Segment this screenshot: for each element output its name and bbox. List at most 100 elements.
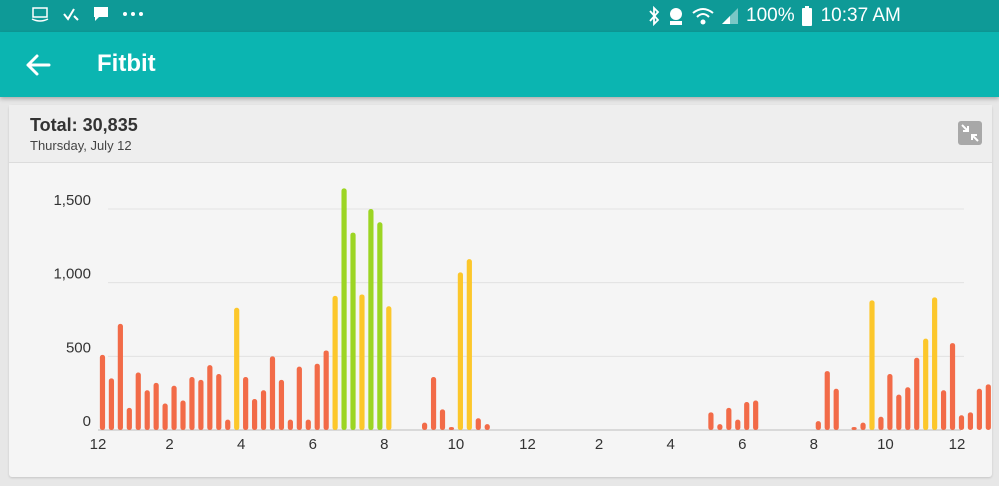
step-bar <box>198 379 204 430</box>
wifi-icon <box>692 8 714 25</box>
step-bar <box>332 295 338 430</box>
step-bar <box>189 376 195 430</box>
message-icon <box>94 7 108 21</box>
status-system-icons: 100% 10:37 AM <box>648 5 901 27</box>
step-bar <box>117 323 123 430</box>
step-bar <box>475 418 481 430</box>
x-tick-label: 12 <box>519 436 536 453</box>
step-bar <box>985 384 991 430</box>
step-bar <box>466 259 472 430</box>
step-bar <box>314 363 320 430</box>
chart-date: Thursday, July 12 <box>30 138 132 153</box>
x-tick-label: 10 <box>448 436 465 453</box>
step-bar <box>323 350 329 430</box>
step-bar <box>368 209 374 430</box>
amazon-icon <box>31 7 49 22</box>
step-bar <box>726 407 732 430</box>
signal-icon <box>722 8 738 24</box>
step-bar <box>350 232 356 430</box>
step-bar <box>735 419 741 430</box>
step-bar <box>126 407 132 430</box>
step-bar <box>439 409 446 430</box>
battery-percent: 100% <box>746 5 795 26</box>
app-title: Fitbit <box>97 50 156 77</box>
step-bar <box>171 385 177 430</box>
step-bar <box>815 421 821 430</box>
step-bar <box>225 419 231 430</box>
step-bar <box>448 427 455 430</box>
x-tick-label: 4 <box>237 436 245 453</box>
collapse-icon <box>961 124 979 142</box>
total-steps: Total: 30,835 <box>30 115 138 135</box>
alarm-icon <box>670 8 682 25</box>
step-bar <box>833 388 839 430</box>
step-bar <box>851 427 857 430</box>
arrow-back-icon <box>26 54 51 76</box>
bluetooth-icon <box>649 6 660 26</box>
x-tick-label: 12 <box>949 436 966 453</box>
y-tick-label: 500 <box>66 339 91 356</box>
step-bar <box>144 390 150 430</box>
x-tick-label: 2 <box>165 436 173 453</box>
battery-icon <box>801 6 812 26</box>
step-bar <box>860 422 866 430</box>
step-bar <box>708 412 714 430</box>
step-bar <box>869 300 875 430</box>
step-bar <box>421 422 428 430</box>
step-bar <box>99 354 106 430</box>
status-bar: 100% 10:37 AM <box>0 0 999 32</box>
step-bar <box>278 379 285 430</box>
step-bar <box>940 390 947 430</box>
step-bar <box>958 415 965 430</box>
step-bar <box>135 372 141 430</box>
step-bar <box>878 416 884 430</box>
step-bar <box>216 374 222 430</box>
step-bar <box>905 387 911 430</box>
step-bar <box>976 388 982 430</box>
step-bar <box>386 306 392 430</box>
step-bar <box>359 294 365 430</box>
step-bar <box>305 419 311 430</box>
step-bar <box>932 297 938 430</box>
step-bar <box>234 307 240 430</box>
step-bar <box>744 402 750 430</box>
step-bar <box>923 338 929 430</box>
step-bar <box>484 424 490 430</box>
x-tick-label: 8 <box>380 436 388 453</box>
step-bar <box>377 222 383 430</box>
y-tick-label: 1,000 <box>53 266 91 283</box>
x-tick-label: 2 <box>595 436 603 453</box>
step-bar <box>753 400 759 430</box>
more-icon <box>123 12 143 16</box>
step-bar <box>457 272 463 430</box>
y-tick-label: 0 <box>83 413 91 430</box>
step-bar <box>287 419 293 430</box>
status-time: 10:37 AM <box>820 5 901 26</box>
x-tick-label: 8 <box>810 436 818 453</box>
back-button[interactable] <box>20 48 56 82</box>
step-bar <box>251 399 258 430</box>
step-bar <box>180 400 186 430</box>
step-bar <box>896 394 902 430</box>
step-bar <box>914 357 920 430</box>
step-bar <box>153 382 159 430</box>
step-bar <box>341 188 347 430</box>
step-bar <box>824 371 830 430</box>
step-bar <box>949 343 956 430</box>
step-bar <box>887 374 893 430</box>
status-notification-icons <box>30 5 144 23</box>
step-bar <box>162 403 168 430</box>
x-tick-label: 6 <box>309 436 317 453</box>
step-bar <box>260 390 267 430</box>
x-tick-label: 6 <box>738 436 746 453</box>
check-icon <box>63 8 79 21</box>
step-bar <box>296 366 302 430</box>
step-bar <box>269 356 276 430</box>
step-bar <box>243 376 249 430</box>
step-bar <box>967 412 974 430</box>
y-tick-label: 1,500 <box>53 192 91 209</box>
collapse-button[interactable] <box>958 121 982 145</box>
x-tick-label: 4 <box>666 436 674 453</box>
step-bar <box>108 378 115 430</box>
